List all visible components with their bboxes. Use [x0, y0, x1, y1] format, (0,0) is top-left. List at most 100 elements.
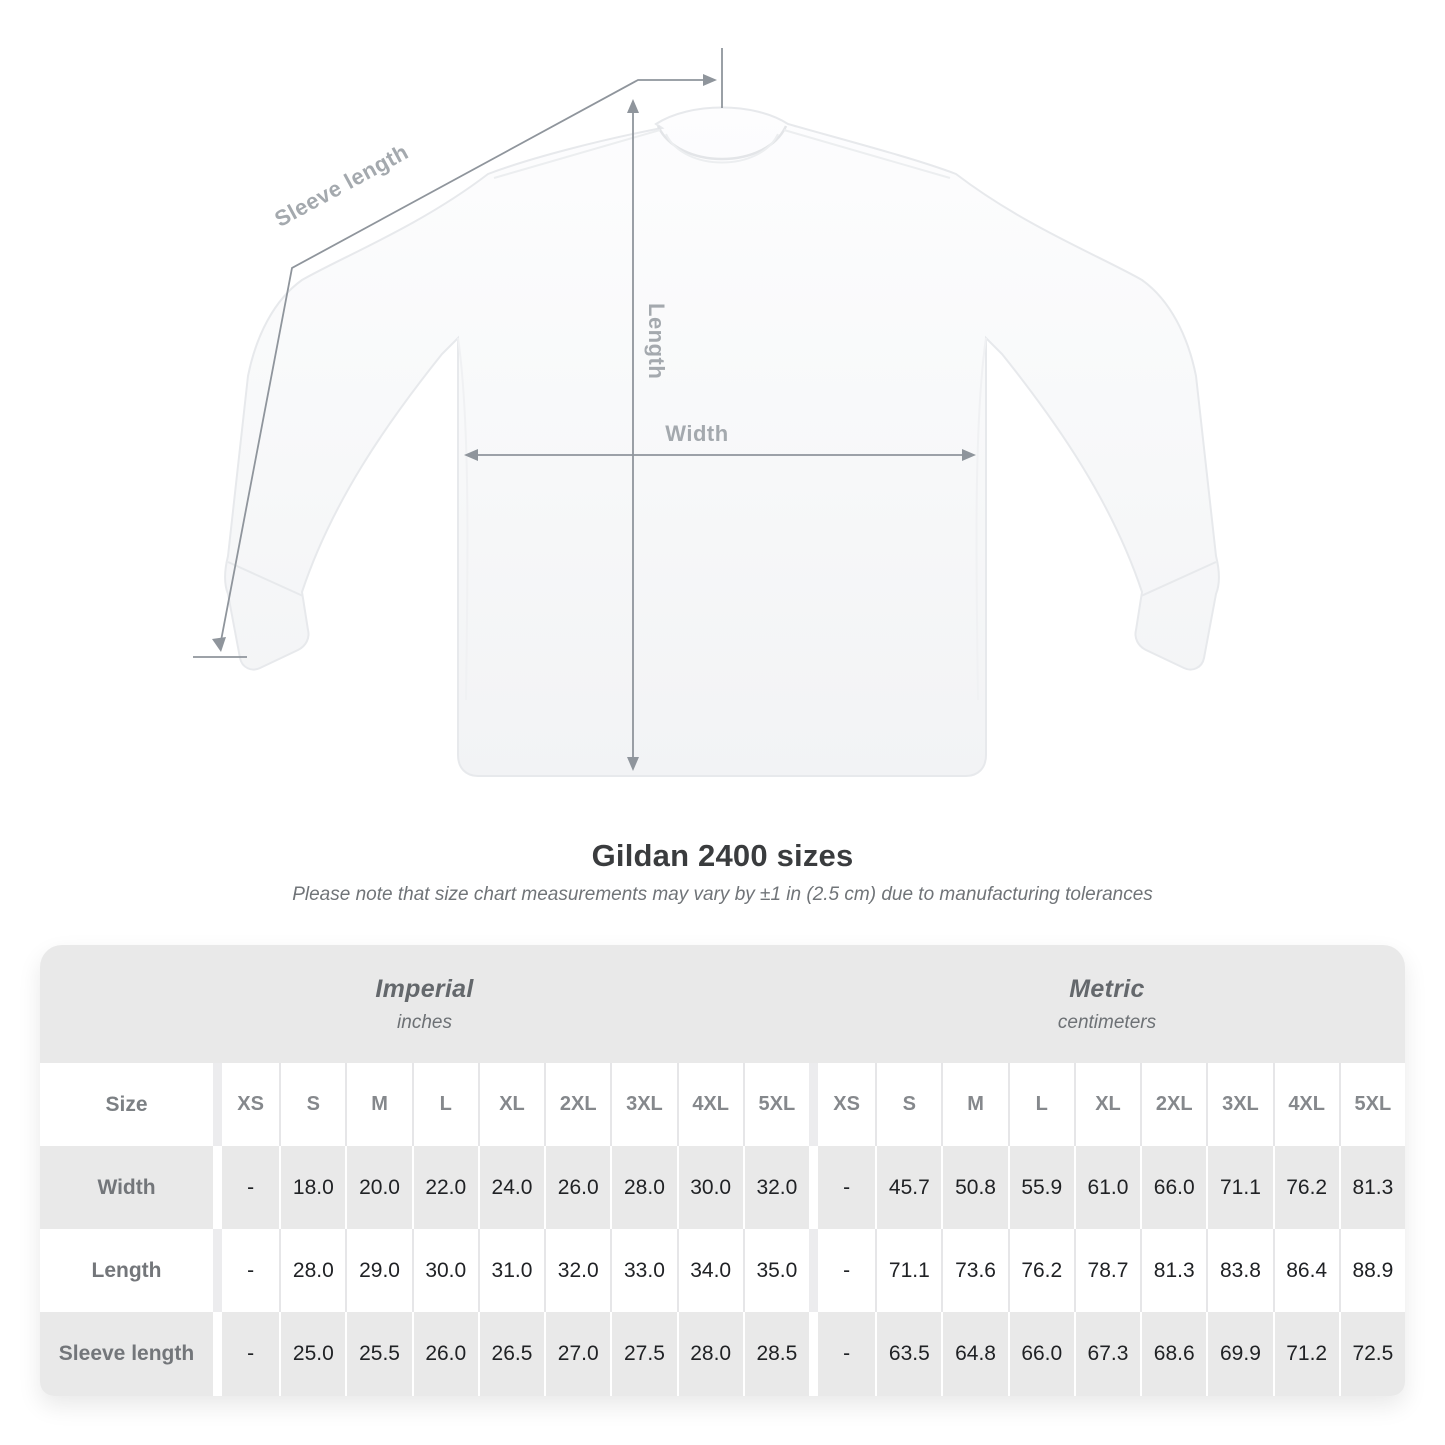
sleeve-length-row: Sleeve length - 25.0 25.5 26.0 26.5 27.0…: [40, 1312, 1405, 1396]
length-imperial-4xl: 34.0: [676, 1229, 743, 1312]
size-header-row: Size XS S M L XL 2XL 3XL 4XL 5XL XS S M …: [40, 1063, 1405, 1146]
width-metric-l: 55.9: [1007, 1146, 1074, 1229]
sleeve-imperial-2xl: 27.0: [544, 1312, 610, 1396]
size-table: Imperial inches Metric centimeters Size …: [40, 945, 1405, 1396]
tolerance-note: Please note that size chart measurements…: [292, 884, 1153, 905]
title-block: Gildan 2400 sizes Please note that size …: [0, 838, 1445, 906]
col-imperial-5xl: 5XL: [742, 1063, 809, 1146]
col-metric-xl: XL: [1073, 1063, 1140, 1146]
width-metric-4xl: 76.2: [1272, 1146, 1339, 1229]
col-imperial-xl: XL: [477, 1063, 544, 1146]
length-metric-xs: -: [808, 1229, 875, 1312]
sleeve-length-row-label: Sleeve length: [58, 1342, 195, 1365]
imperial-unit: inches: [397, 1011, 452, 1033]
sleeve-metric-m: 64.8: [941, 1312, 1007, 1396]
width-imperial-3xl: 28.0: [610, 1146, 676, 1229]
sleeve-metric-5xl: 72.5: [1338, 1312, 1405, 1396]
width-imperial-4xl: 30.0: [676, 1146, 743, 1229]
length-imperial-l: 30.0: [411, 1229, 478, 1312]
col-imperial-xs: XS: [213, 1063, 279, 1146]
col-metric-xs: XS: [808, 1063, 875, 1146]
sleeve-metric-xs: -: [808, 1312, 875, 1396]
length-row-label: Length: [91, 1258, 162, 1282]
col-imperial-s: S: [279, 1063, 345, 1146]
width-imperial-xl: 24.0: [477, 1146, 544, 1229]
width-metric-3xl: 71.1: [1206, 1146, 1272, 1229]
sleeve-metric-l: 66.0: [1007, 1312, 1074, 1396]
length-row: Length - 28.0 29.0 30.0 31.0 32.0 33.0 3…: [40, 1229, 1405, 1312]
collar-seam-inner: [665, 133, 779, 164]
unit-header-row: Imperial inches Metric centimeters: [40, 945, 1405, 1063]
sleeve-metric-4xl: 71.2: [1272, 1312, 1339, 1396]
width-imperial-xs: -: [213, 1146, 279, 1229]
width-metric-2xl: 66.0: [1140, 1146, 1206, 1229]
metric-unit: centimeters: [1057, 1011, 1157, 1033]
sleeve-length-line: [219, 79, 712, 647]
width-metric-m: 50.8: [941, 1146, 1007, 1229]
length-imperial-5xl: 35.0: [742, 1229, 809, 1312]
length-metric-xl: 78.7: [1073, 1229, 1140, 1312]
sleeve-imperial-xs: -: [213, 1312, 279, 1396]
shirt-measurement-diagram: Sleeve length Length Width: [193, 48, 1220, 777]
sleeve-imperial-m: 25.5: [345, 1312, 411, 1396]
sleeve-imperial-xl: 26.5: [477, 1312, 544, 1396]
width-imperial-2xl: 26.0: [544, 1146, 610, 1229]
col-imperial-3xl: 3XL: [610, 1063, 676, 1146]
col-imperial-4xl: 4XL: [676, 1063, 743, 1146]
sleeve-metric-xl: 67.3: [1073, 1312, 1140, 1396]
length-imperial-m: 29.0: [345, 1229, 411, 1312]
length-imperial-s: 28.0: [279, 1229, 345, 1312]
length-metric-2xl: 81.3: [1140, 1229, 1206, 1312]
sleeve-length-label: Sleeve length: [270, 139, 412, 232]
length-metric-3xl: 83.8: [1206, 1229, 1272, 1312]
sleeve-metric-2xl: 68.6: [1140, 1312, 1206, 1396]
width-label: Width: [665, 421, 728, 446]
width-metric-xl: 61.0: [1073, 1146, 1140, 1229]
sleeve-imperial-l: 26.0: [411, 1312, 478, 1396]
col-metric-4xl: 4XL: [1272, 1063, 1339, 1146]
length-metric-4xl: 86.4: [1272, 1229, 1339, 1312]
col-metric-s: S: [875, 1063, 941, 1146]
length-metric-5xl: 88.9: [1338, 1229, 1405, 1312]
col-metric-m: M: [941, 1063, 1007, 1146]
width-metric-s: 45.7: [875, 1146, 941, 1229]
length-imperial-2xl: 32.0: [544, 1229, 610, 1312]
imperial-label: Imperial: [375, 974, 474, 1003]
length-imperial-xs: -: [213, 1229, 279, 1312]
col-imperial-m: M: [345, 1063, 411, 1146]
length-label: Length: [644, 303, 669, 379]
col-imperial-2xl: 2XL: [544, 1063, 610, 1146]
width-row: Width - 18.0 20.0 22.0 24.0 26.0 28.0 30…: [40, 1146, 1405, 1229]
col-metric-3xl: 3XL: [1206, 1063, 1272, 1146]
width-imperial-5xl: 32.0: [742, 1146, 809, 1229]
width-imperial-l: 22.0: [411, 1146, 478, 1229]
sleeve-imperial-5xl: 28.5: [742, 1312, 809, 1396]
length-metric-m: 73.6: [941, 1229, 1007, 1312]
col-metric-5xl: 5XL: [1338, 1063, 1405, 1146]
measurement-lines: [193, 48, 971, 766]
metric-header: Metric centimeters: [809, 945, 1405, 1063]
measurement-arrowheads: [212, 74, 976, 771]
imperial-header: Imperial inches: [40, 945, 809, 1063]
col-metric-l: L: [1007, 1063, 1074, 1146]
collar-seam: [656, 125, 788, 161]
width-metric-xs: -: [808, 1146, 875, 1229]
col-metric-2xl: 2XL: [1140, 1063, 1206, 1146]
cuff-seam-left: [227, 561, 304, 597]
size-column-header: Size: [105, 1092, 148, 1116]
width-metric-5xl: 81.3: [1338, 1146, 1405, 1229]
width-imperial-m: 20.0: [345, 1146, 411, 1229]
width-imperial-s: 18.0: [279, 1146, 345, 1229]
shoulder-seam-right: [783, 129, 951, 179]
col-imperial-l: L: [411, 1063, 478, 1146]
sleeve-imperial-4xl: 28.0: [676, 1312, 743, 1396]
sleeve-imperial-3xl: 27.5: [610, 1312, 676, 1396]
length-metric-s: 71.1: [875, 1229, 941, 1312]
metric-label: Metric: [1069, 974, 1145, 1003]
sleeve-imperial-s: 25.0: [279, 1312, 345, 1396]
cuff-seam-right: [1140, 561, 1217, 597]
sleeve-metric-3xl: 69.9: [1206, 1312, 1272, 1396]
length-imperial-3xl: 33.0: [610, 1229, 676, 1312]
length-imperial-xl: 31.0: [477, 1229, 544, 1312]
